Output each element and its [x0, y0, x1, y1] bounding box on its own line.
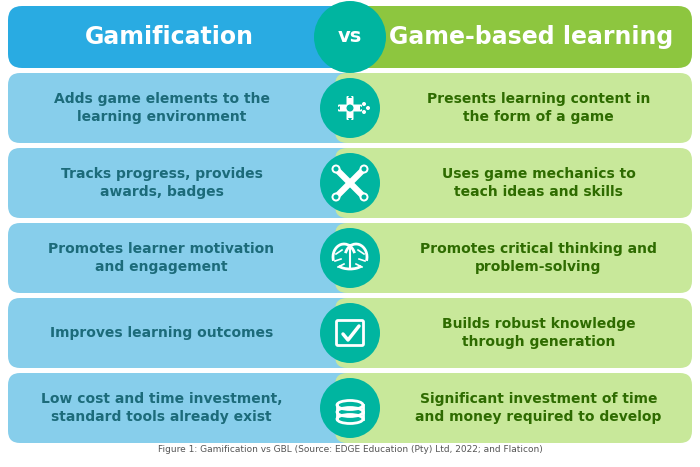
Circle shape	[320, 78, 380, 138]
FancyBboxPatch shape	[335, 298, 692, 368]
Circle shape	[360, 164, 368, 174]
Text: Uses game mechanics to
teach ideas and skills: Uses game mechanics to teach ideas and s…	[442, 167, 636, 199]
FancyBboxPatch shape	[8, 73, 365, 143]
Text: Improves learning outcomes: Improves learning outcomes	[50, 326, 273, 340]
Text: Significant investment of time
and money required to develop: Significant investment of time and money…	[415, 392, 662, 424]
Polygon shape	[348, 94, 352, 98]
Text: Low cost and time investment,
standard tools already exist: Low cost and time investment, standard t…	[41, 392, 282, 424]
Circle shape	[332, 164, 340, 174]
Text: Promotes critical thinking and
problem-solving: Promotes critical thinking and problem-s…	[420, 242, 657, 274]
Text: Figure 1: Gamification vs GBL (Source: EDGE Education (Pty) Ltd, 2022; and Flati: Figure 1: Gamification vs GBL (Source: E…	[158, 445, 542, 454]
Circle shape	[361, 194, 367, 199]
Text: Tracks progress, provides
awards, badges: Tracks progress, provides awards, badges	[61, 167, 262, 199]
FancyBboxPatch shape	[335, 6, 692, 68]
Circle shape	[362, 102, 366, 106]
FancyBboxPatch shape	[8, 298, 365, 368]
Circle shape	[320, 228, 380, 288]
Text: Gamification: Gamification	[85, 25, 253, 49]
Circle shape	[333, 167, 339, 171]
Circle shape	[314, 1, 386, 73]
FancyBboxPatch shape	[8, 223, 365, 293]
Circle shape	[320, 303, 380, 363]
Text: Promotes learner motivation
and engagement: Promotes learner motivation and engageme…	[48, 242, 274, 274]
FancyBboxPatch shape	[346, 96, 354, 120]
Circle shape	[346, 105, 354, 112]
Circle shape	[358, 106, 362, 110]
FancyBboxPatch shape	[338, 105, 362, 112]
Circle shape	[320, 378, 380, 438]
FancyBboxPatch shape	[8, 6, 365, 68]
Polygon shape	[336, 106, 340, 110]
FancyBboxPatch shape	[335, 223, 692, 293]
Circle shape	[320, 153, 380, 213]
Circle shape	[332, 192, 340, 201]
FancyBboxPatch shape	[8, 373, 365, 443]
FancyBboxPatch shape	[8, 148, 365, 218]
FancyBboxPatch shape	[335, 148, 692, 218]
Circle shape	[333, 194, 339, 199]
FancyBboxPatch shape	[335, 373, 692, 443]
Text: Builds robust knowledge
through generation: Builds robust knowledge through generati…	[442, 317, 636, 349]
Polygon shape	[360, 106, 364, 110]
FancyBboxPatch shape	[335, 73, 692, 143]
Text: Adds game elements to the
learning environment: Adds game elements to the learning envir…	[53, 92, 270, 124]
Circle shape	[366, 106, 370, 110]
Text: Presents learning content in
the form of a game: Presents learning content in the form of…	[427, 92, 650, 124]
Polygon shape	[348, 118, 352, 122]
Text: Game-based learning: Game-based learning	[389, 25, 673, 49]
Circle shape	[361, 167, 367, 171]
Circle shape	[362, 110, 366, 114]
Circle shape	[360, 192, 368, 201]
Text: vs: vs	[338, 28, 362, 47]
